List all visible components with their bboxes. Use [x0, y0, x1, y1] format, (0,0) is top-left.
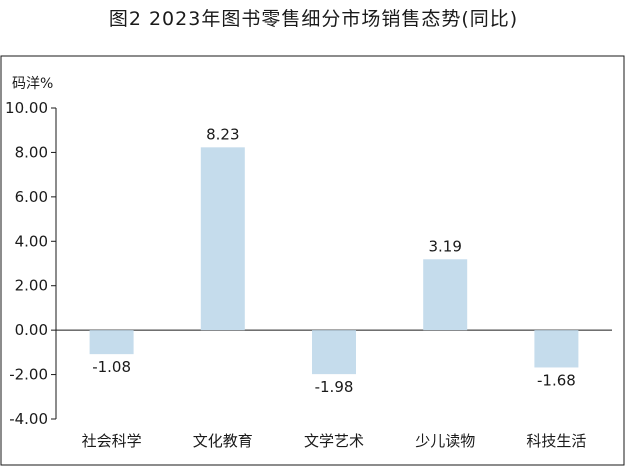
bars [89, 147, 579, 375]
y-tick-label: 4.00 [15, 232, 48, 250]
y-tick-label: 0.00 [15, 321, 48, 339]
y-axis-unit-label: 码洋% [12, 76, 53, 92]
bar [423, 259, 468, 331]
data-label: -1.68 [537, 371, 576, 389]
y-tick-label: 6.00 [15, 188, 48, 206]
chart-title: 图2 2023年图书零售细分市场销售态势(同比) [108, 8, 519, 30]
y-tick-label: 8.00 [15, 143, 48, 161]
labels: 10.00 8.00 6.00 4.00 2.00 0.00 -2.00 -4.00 -1.08… [5, 99, 586, 450]
y-tick-label: 2.00 [15, 277, 48, 295]
bar [200, 147, 245, 331]
x-tick-label: 少儿读物 [415, 432, 475, 450]
chart-frame [0, 55, 625, 466]
x-tick-label: 社会科学 [82, 432, 142, 450]
data-label: 8.23 [206, 125, 239, 143]
x-tick-label: 文学艺术 [304, 432, 364, 450]
x-tick-label: 文化教育 [193, 432, 253, 450]
bar [534, 330, 579, 368]
bar [312, 330, 356, 375]
y-tick-label: -2.00 [9, 366, 48, 384]
data-label: -1.98 [315, 378, 354, 396]
x-tick-label: 科技生活 [526, 432, 586, 450]
data-label: -1.08 [92, 358, 131, 376]
y-tick-label: -4.00 [9, 410, 48, 428]
y-tick-label: 10.00 [5, 99, 48, 117]
bar [89, 330, 134, 355]
data-label: 3.19 [428, 237, 461, 255]
